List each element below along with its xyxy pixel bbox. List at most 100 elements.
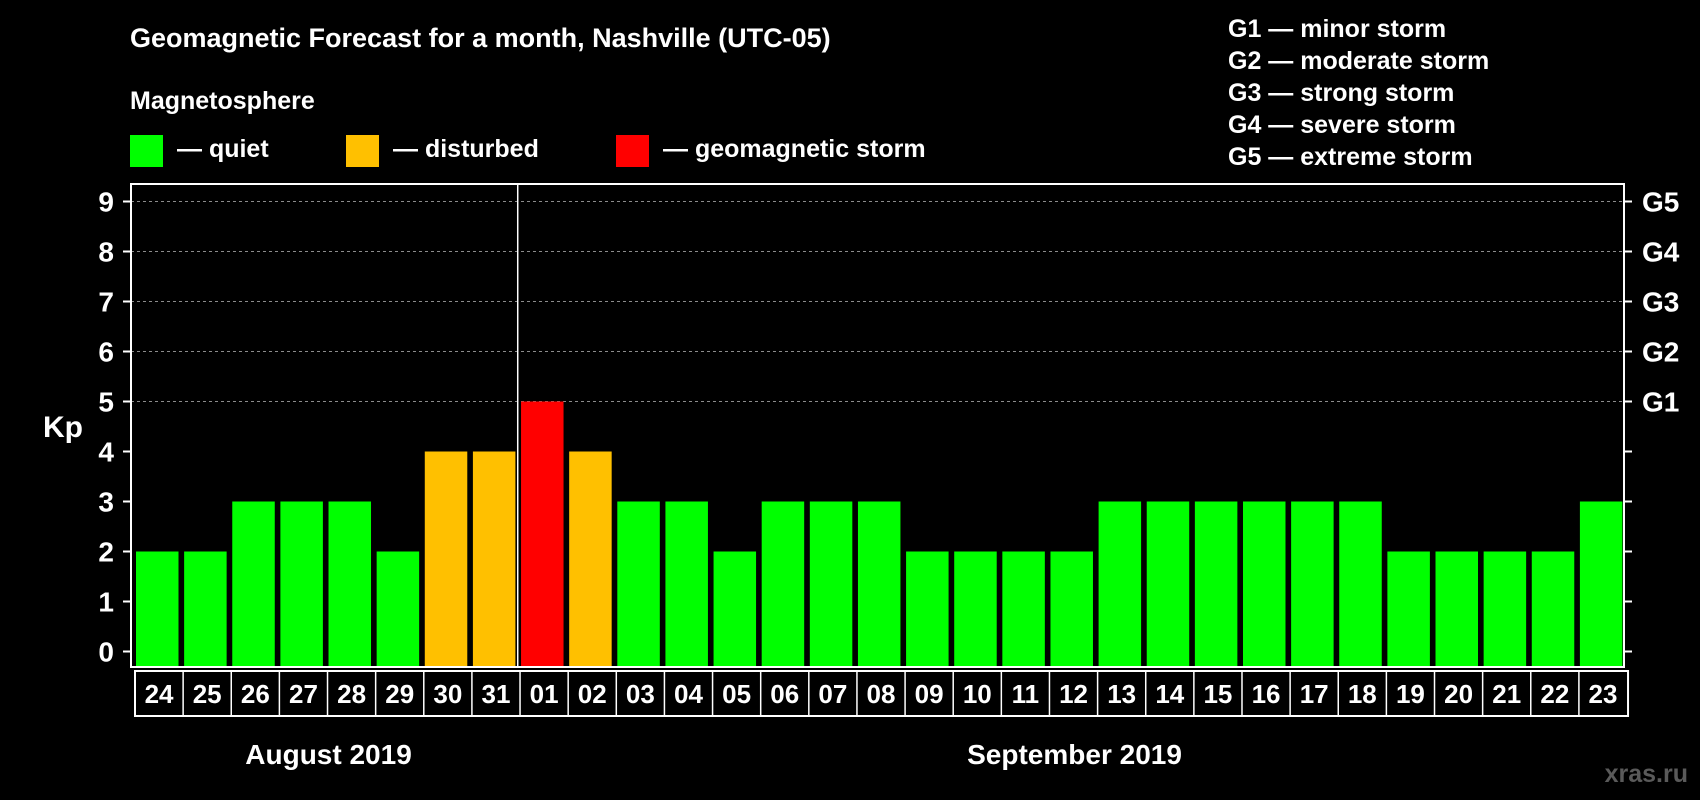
- g-scale-label-g3: G3: [1642, 287, 1679, 318]
- plot-frame: [130, 183, 1625, 668]
- x-tick-label-18: 18: [1348, 679, 1377, 709]
- storm-scale-g2: G2 — moderate storm: [1228, 47, 1489, 75]
- chart-title: Geomagnetic Forecast for a month, Nashvi…: [130, 23, 831, 53]
- y-tick-label-0: 0: [98, 637, 114, 668]
- bar-02: [569, 451, 612, 666]
- month-label-1: September 2019: [967, 739, 1182, 770]
- bar-29: [376, 551, 420, 666]
- bar-22: [1531, 551, 1575, 666]
- g-scale-label-g4: G4: [1642, 237, 1680, 268]
- bar-07: [809, 501, 853, 666]
- x-tick-label-03: 03: [626, 679, 655, 709]
- bar-23: [1579, 501, 1623, 666]
- bar-12: [1050, 551, 1093, 666]
- legend-item-disturbed: — disturbed: [346, 135, 539, 167]
- legend-item-quiet: — quiet: [130, 135, 269, 167]
- bar-08: [857, 501, 901, 666]
- x-tick-label-16: 16: [1252, 679, 1281, 709]
- x-tick-label-17: 17: [1300, 679, 1329, 709]
- date-row: [134, 670, 1630, 717]
- x-tick-label-30: 30: [433, 679, 462, 709]
- x-tick-label-01: 01: [530, 679, 559, 709]
- x-tick-label-02: 02: [578, 679, 607, 709]
- bar-10: [954, 551, 997, 666]
- watermark: xras.ru: [1605, 760, 1688, 788]
- y-tick-label-2: 2: [98, 537, 114, 568]
- x-tick-label-04: 04: [674, 679, 703, 709]
- storm-scale-legend: G1 — minor storm G2 — moderate storm G3 …: [1228, 15, 1489, 171]
- x-tick-label-20: 20: [1444, 679, 1473, 709]
- gridlines: [131, 201, 1624, 402]
- y-tick-label-7: 7: [98, 287, 114, 318]
- legend-swatch-storm: [616, 135, 649, 167]
- y-tick-label-4: 4: [98, 437, 114, 468]
- y-axis-label: Kp: [43, 411, 83, 444]
- bar-09: [906, 551, 949, 666]
- legend-label-disturbed: — disturbed: [393, 135, 539, 163]
- x-tick-label-07: 07: [818, 679, 847, 709]
- bar-21: [1483, 551, 1527, 666]
- x-tick-label-11: 11: [1012, 679, 1040, 709]
- bar-15: [1194, 501, 1238, 666]
- bar-20: [1435, 551, 1479, 666]
- x-tick-label-05: 05: [722, 679, 751, 709]
- y-tick-label-3: 3: [98, 487, 114, 518]
- x-tick-label-08: 08: [867, 679, 896, 709]
- x-tick-label-15: 15: [1203, 679, 1232, 709]
- x-tick-label-21: 21: [1492, 679, 1521, 709]
- bar-31: [472, 451, 516, 666]
- y-tick-label-9: 9: [98, 187, 114, 218]
- g-scale-label-g1: G1: [1642, 387, 1679, 418]
- y-tick-label-1: 1: [98, 587, 114, 618]
- bar-18: [1339, 501, 1382, 666]
- x-tick-label-24: 24: [145, 679, 174, 709]
- bar-01: [521, 401, 564, 666]
- storm-scale-g3: G3 — strong storm: [1228, 79, 1454, 107]
- x-tick-label-23: 23: [1589, 679, 1618, 709]
- x-tick-label-22: 22: [1540, 679, 1569, 709]
- g-scale-label-g5: G5: [1642, 187, 1679, 218]
- bar-19: [1387, 551, 1430, 666]
- legend-label-storm: — geomagnetic storm: [663, 135, 926, 163]
- bar-17: [1291, 501, 1334, 666]
- bar-26: [232, 501, 275, 666]
- x-tick-label-29: 29: [385, 679, 414, 709]
- bar-30: [424, 451, 468, 666]
- bar-03: [617, 501, 660, 666]
- x-tick-label-13: 13: [1107, 679, 1136, 709]
- x-tick-label-06: 06: [770, 679, 799, 709]
- legend-label-quiet: — quiet: [177, 135, 269, 163]
- y-tick-label-6: 6: [98, 337, 114, 368]
- bar-04: [665, 501, 708, 666]
- bar-27: [280, 501, 323, 666]
- storm-scale-g5: G5 — extreme storm: [1228, 143, 1473, 171]
- x-tick-label-14: 14: [1155, 679, 1184, 709]
- x-tick-label-19: 19: [1396, 679, 1425, 709]
- storm-scale-g1: G1 — minor storm: [1228, 15, 1446, 43]
- bar-05: [713, 551, 757, 666]
- y-tick-label-5: 5: [98, 387, 114, 418]
- legend-item-storm: — geomagnetic storm: [616, 135, 926, 167]
- bar-24: [136, 551, 179, 666]
- legend-title: Magnetosphere: [130, 87, 315, 115]
- x-tick-label-25: 25: [193, 679, 222, 709]
- y-tick-label-8: 8: [98, 237, 114, 268]
- g-scale-label-g2: G2: [1642, 337, 1679, 368]
- bar-06: [761, 501, 805, 666]
- x-tick-label-26: 26: [241, 679, 270, 709]
- bar-28: [328, 501, 372, 666]
- month-label-0: August 2019: [245, 739, 412, 770]
- storm-scale-g4: G4 — severe storm: [1228, 111, 1456, 139]
- bar-16: [1242, 501, 1286, 666]
- x-tick-label-09: 09: [915, 679, 944, 709]
- x-tick-label-27: 27: [289, 679, 318, 709]
- x-tick-label-28: 28: [337, 679, 366, 709]
- bar-25: [184, 551, 227, 666]
- bar-14: [1146, 501, 1190, 666]
- x-tick-label-12: 12: [1059, 679, 1088, 709]
- bars: [136, 401, 1623, 666]
- bar-11: [1002, 551, 1045, 666]
- legend-swatch-disturbed: [346, 135, 379, 167]
